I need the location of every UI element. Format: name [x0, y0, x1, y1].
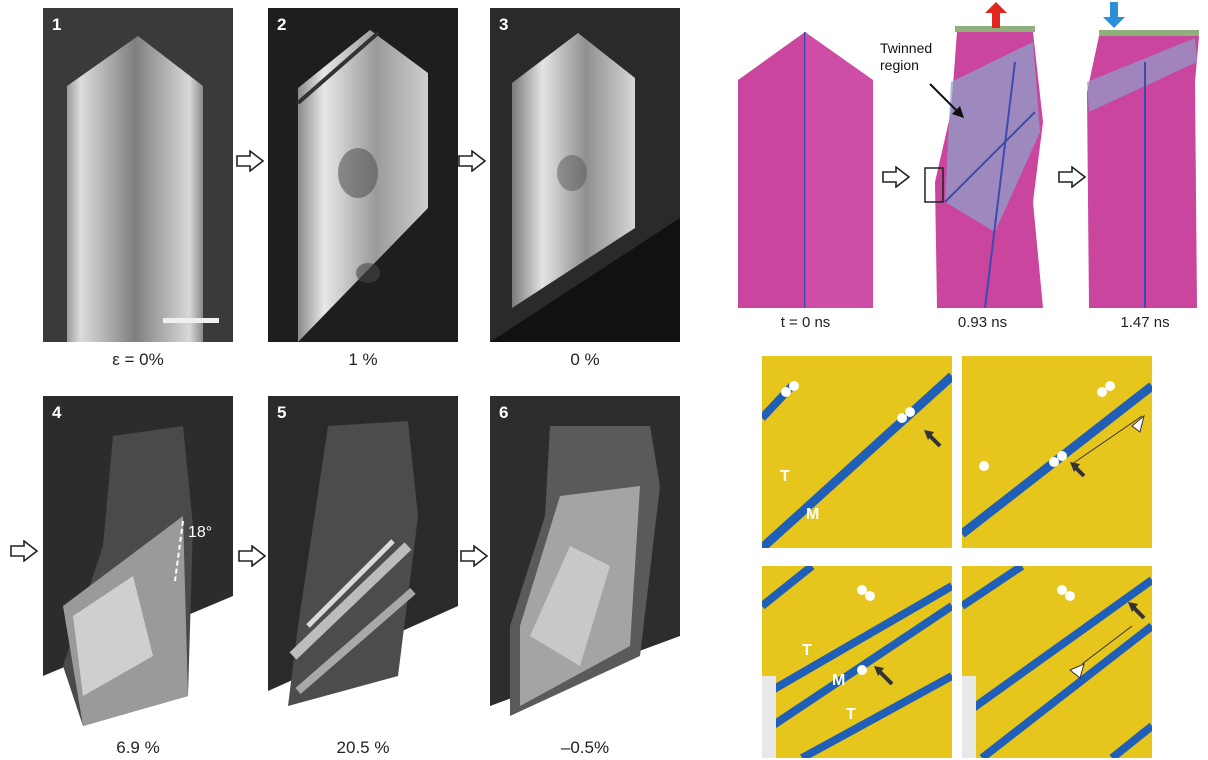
tem-image-3 — [490, 33, 680, 342]
twin-label: T — [846, 706, 856, 723]
md-panel-t147 — [1085, 2, 1205, 308]
tem-panel-5: 5 — [268, 396, 458, 730]
twinned-region-annotation: Twinned region — [880, 40, 933, 73]
pointer-arrow-icon — [929, 83, 964, 118]
tem-image-6 — [490, 426, 680, 730]
strain-label-5: 20.5 % — [336, 738, 390, 757]
panel-number: 1 — [52, 15, 62, 34]
md-panel-t0 — [738, 30, 873, 308]
atom-panel-top-right — [962, 356, 1152, 548]
tem-image-4 — [43, 426, 233, 730]
tem-panel-6: 6 — [490, 396, 680, 730]
strain-label-2: 1 % — [348, 350, 378, 369]
right-arrow-icon — [10, 540, 38, 562]
atom-panel-bottom-right — [962, 566, 1152, 758]
angle-label: 18° — [188, 524, 213, 541]
tem-panel-1: 1 — [43, 8, 233, 342]
md-time-label-3: 1.47 ns — [1120, 314, 1170, 331]
atom-image — [962, 381, 1152, 538]
panel-number: 2 — [277, 15, 287, 34]
matrix-label: M — [806, 506, 820, 523]
twin-label: T — [780, 468, 790, 485]
tem-panel-2: 2 — [268, 8, 458, 342]
twin-label: T — [802, 642, 812, 659]
right-arrow-icon — [882, 166, 910, 188]
atom-panel-top-left: T M — [762, 356, 952, 548]
panel-number: 3 — [499, 15, 509, 34]
panel-number: 4 — [52, 403, 62, 422]
right-arrow-icon — [1058, 166, 1086, 188]
tem-image-2 — [296, 30, 428, 342]
matrix-label: M — [832, 672, 846, 689]
strain-label-3: 0 % — [570, 350, 600, 369]
md-image-t0 — [738, 32, 873, 308]
md-image-t147 — [1087, 30, 1199, 308]
strain-label-6: –0.5% — [560, 738, 610, 757]
strain-label-1: ε = 0% — [112, 350, 164, 369]
atom-panel-bottom-left: T M T — [762, 566, 952, 758]
down-arrow-icon — [1103, 2, 1125, 28]
atom-image — [762, 566, 952, 758]
tem-image-5 — [268, 421, 458, 730]
panel-number: 5 — [277, 403, 287, 422]
panel-number: 6 — [499, 403, 509, 422]
tem-panel-3: 3 — [490, 8, 680, 342]
strain-label-4: 6.9 % — [116, 738, 160, 757]
up-arrow-icon — [985, 2, 1007, 28]
md-panel-t093 — [915, 2, 1050, 308]
tem-image-1 — [67, 36, 219, 342]
tem-panel-4: 4 18° — [43, 396, 233, 730]
atom-image — [762, 372, 952, 548]
right-arrow-icon — [458, 150, 486, 172]
right-arrow-icon — [238, 545, 266, 567]
md-image-t093 — [924, 26, 1043, 308]
md-time-label-1: t = 0 ns — [780, 314, 831, 331]
right-arrow-icon — [236, 150, 264, 172]
md-time-label-2: 0.93 ns — [957, 314, 1008, 331]
atom-image — [962, 566, 1152, 758]
right-arrow-icon — [460, 545, 488, 567]
